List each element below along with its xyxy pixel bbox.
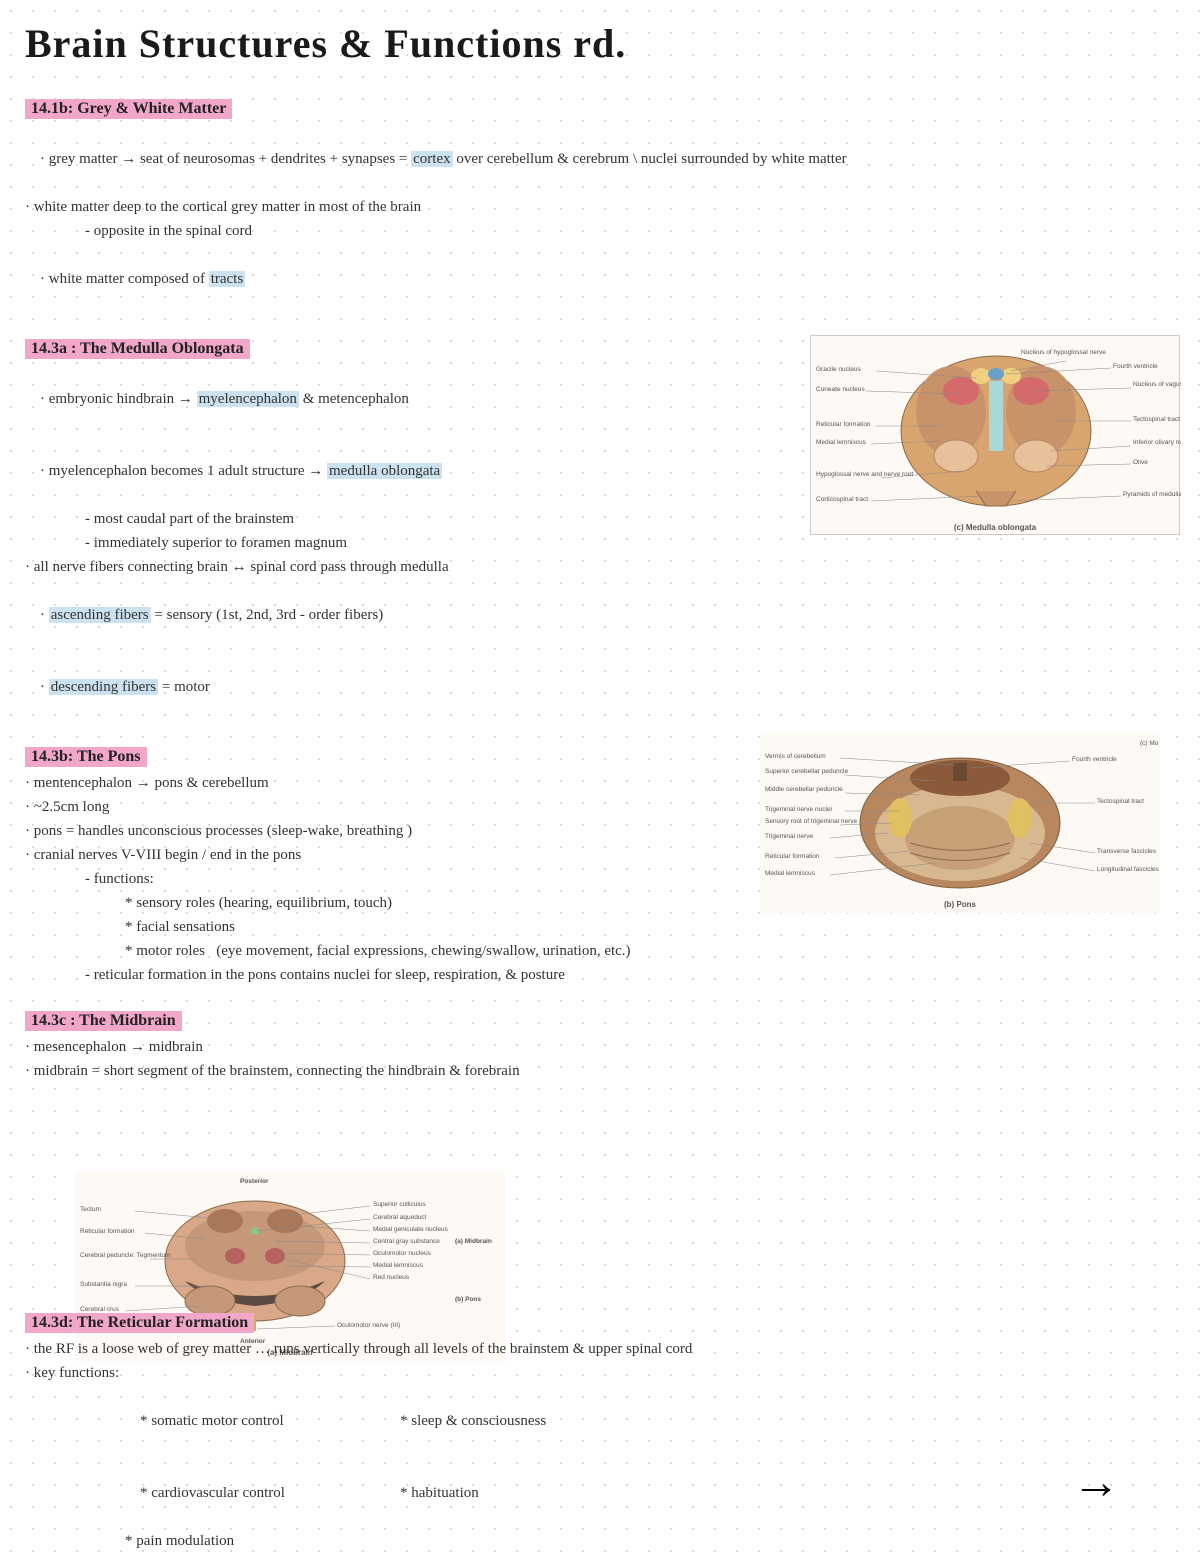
note-line: · ascending fibers = sensory (1st, 2nd, … <box>25 579 1175 651</box>
svg-text:Medial lemniscus: Medial lemniscus <box>765 870 816 877</box>
svg-text:Central gray substance: Central gray substance <box>373 1238 440 1245</box>
note-line: * somatic motor control* sleep & conscio… <box>25 1385 1175 1457</box>
text: · embryonic hindbrain → <box>40 391 197 407</box>
note-line: · key functions: <box>25 1361 1175 1385</box>
figure-caption: (b) Pons <box>760 898 1160 911</box>
note-line: - opposite in the spinal cord <box>25 219 1175 243</box>
svg-text:Hypoglossal nerve and nerve ro: Hypoglossal nerve and nerve root <box>816 471 913 478</box>
text: · myelencephalon becomes 1 adult structu… <box>40 463 327 479</box>
svg-text:Reticular formation: Reticular formation <box>765 853 820 860</box>
svg-text:Fourth ventricle: Fourth ventricle <box>1072 756 1117 763</box>
highlighted-term: myelencephalon <box>197 391 299 407</box>
highlighted-term: tracts <box>209 271 245 287</box>
svg-text:(c) Mo: (c) Mo <box>1140 740 1159 747</box>
note-line: · grey matter → seat of neurosomas + den… <box>25 123 1175 195</box>
note-line: * cardiovascular control* habituation <box>25 1457 1175 1529</box>
svg-text:Oculomotor nucleus: Oculomotor nucleus <box>373 1250 432 1257</box>
highlighted-term: descending fibers <box>49 679 158 695</box>
svg-text:Medial lemniscus: Medial lemniscus <box>816 439 867 446</box>
svg-text:Transverse fascicles: Transverse fascicles <box>1097 848 1157 855</box>
svg-text:Olive: Olive <box>1133 459 1148 466</box>
svg-text:Pyramids of medulla: Pyramids of medulla <box>1123 491 1181 498</box>
highlighted-term: cortex <box>411 151 452 167</box>
svg-text:Superior cerebellar peduncle: Superior cerebellar peduncle <box>765 768 848 775</box>
text: · <box>40 607 49 623</box>
section-medulla: 14.3a : The Medulla Oblongata · embryoni… <box>25 325 1175 723</box>
page-title: Brain Structures & Functions rd. <box>25 20 1175 67</box>
section-reticular: 14.3d: The Reticular Formation · the RF … <box>25 1299 1175 1553</box>
section-grey-white: 14.1b: Grey & White Matter · grey matter… <box>25 85 1175 315</box>
text: * somatic motor control <box>140 1409 400 1433</box>
svg-text:Inferior olivary nucleus: Inferior olivary nucleus <box>1133 439 1181 446</box>
svg-text:Cuneate nucleus: Cuneate nucleus <box>816 386 866 393</box>
svg-text:Longitudinal fascicles: Longitudinal fascicles <box>1097 866 1160 873</box>
medulla-diagram: Gracile nucleus Cuneate nucleus Reticula… <box>811 336 1181 521</box>
svg-text:Middle cerebellar peduncle: Middle cerebellar peduncle <box>765 786 843 793</box>
svg-text:Tectospinal tract: Tectospinal tract <box>1133 416 1180 423</box>
text: · <box>40 679 49 695</box>
text: * sleep & consciousness <box>400 1413 546 1429</box>
svg-text:Tectospinal tract: Tectospinal tract <box>1097 798 1144 805</box>
note-line: · descending fibers = motor <box>25 651 1175 723</box>
text: = motor <box>158 679 210 695</box>
text: * habituation <box>400 1485 479 1501</box>
next-page-arrow-icon: → <box>1072 1455 1120 1510</box>
svg-text:Cerebral aqueduct: Cerebral aqueduct <box>373 1214 427 1221</box>
section-heading: 14.3b: The Pons <box>25 747 147 767</box>
note-line: · midbrain = short segment of the brains… <box>25 1059 1175 1083</box>
svg-text:Vermis of cerebellum: Vermis of cerebellum <box>765 753 826 760</box>
note-line: - reticular formation in the pons contai… <box>25 963 1175 987</box>
text: & metencephalon <box>299 391 409 407</box>
note-line: · white matter composed of tracts <box>25 243 1175 315</box>
svg-text:Gracile nucleus: Gracile nucleus <box>816 366 862 373</box>
section-heading: 14.3c : The Midbrain <box>25 1011 182 1031</box>
svg-text:Corticospinal tract: Corticospinal tract <box>816 496 868 503</box>
highlighted-term: ascending fibers <box>49 607 151 623</box>
figure-medulla: Gracile nucleus Cuneate nucleus Reticula… <box>810 335 1180 535</box>
note-line: * pain modulation <box>25 1529 1175 1553</box>
text: · grey matter → seat of neurosomas + den… <box>40 151 411 167</box>
svg-text:Nucleus of vagus nerve: Nucleus of vagus nerve <box>1133 381 1181 388</box>
section-heading: 14.3d: The Reticular Formation <box>25 1313 254 1333</box>
section-heading: 14.3a : The Medulla Oblongata <box>25 339 250 359</box>
text: * cardiovascular control <box>140 1481 400 1505</box>
svg-text:Medial geniculate nucleus: Medial geniculate nucleus <box>373 1226 449 1233</box>
text: = sensory (1st, 2nd, 3rd - order fibers) <box>151 607 384 623</box>
svg-text:Medial lemniscus: Medial lemniscus <box>373 1262 424 1269</box>
note-line: * facial sensations <box>25 915 1175 939</box>
note-line: · white matter deep to the cortical grey… <box>25 195 1175 219</box>
svg-text:Nucleus of hypoglossal nerve: Nucleus of hypoglossal nerve <box>1021 349 1106 356</box>
svg-text:Substantia nigra: Substantia nigra <box>80 1281 127 1288</box>
figure-pons: Vermis of cerebellum Superior cerebellar… <box>760 733 1160 913</box>
figure-caption: (c) Medulla oblongata <box>811 521 1179 534</box>
svg-text:Sensory root of trigeminal ner: Sensory root of trigeminal nerve <box>765 818 858 825</box>
svg-text:Tectum: Tectum <box>80 1206 101 1213</box>
text: over cerebellum & cerebrum \ nuclei surr… <box>453 151 847 167</box>
pons-diagram: Vermis of cerebellum Superior cerebellar… <box>760 733 1160 898</box>
section-heading: 14.1b: Grey & White Matter <box>25 99 232 119</box>
note-line: · the RF is a loose web of grey matter …… <box>25 1337 1175 1361</box>
svg-text:Fourth ventricle: Fourth ventricle <box>1113 363 1158 370</box>
svg-text:Posterior: Posterior <box>240 1178 269 1185</box>
svg-text:Superior colliculus: Superior colliculus <box>373 1201 426 1208</box>
svg-text:Reticular formation: Reticular formation <box>80 1228 135 1235</box>
note-line: * motor roles (eye movement, facial expr… <box>25 939 1175 963</box>
svg-text:Red nucleus: Red nucleus <box>373 1274 410 1281</box>
svg-text:Reticular formation: Reticular formation <box>816 421 871 428</box>
svg-text:Trigeminal nerve nuclei: Trigeminal nerve nuclei <box>765 806 832 813</box>
svg-text:Trigeminal nerve: Trigeminal nerve <box>765 833 814 840</box>
section-midbrain: 14.3c : The Midbrain · mesencephalon → m… <box>25 997 1175 1281</box>
note-line: · mesencephalon → midbrain <box>25 1035 1175 1059</box>
svg-text:Cerebral peduncle: Tegmentum: Cerebral peduncle: Tegmentum <box>80 1252 171 1259</box>
section-pons: 14.3b: The Pons · mentencephalon → pons … <box>25 733 1175 987</box>
svg-text:(a) Midbrain: (a) Midbrain <box>455 1238 492 1245</box>
highlighted-term: medulla oblongata <box>327 463 442 479</box>
note-line: · all nerve fibers connecting brain ↔ sp… <box>25 555 1175 579</box>
text: · white matter composed of <box>40 271 209 287</box>
